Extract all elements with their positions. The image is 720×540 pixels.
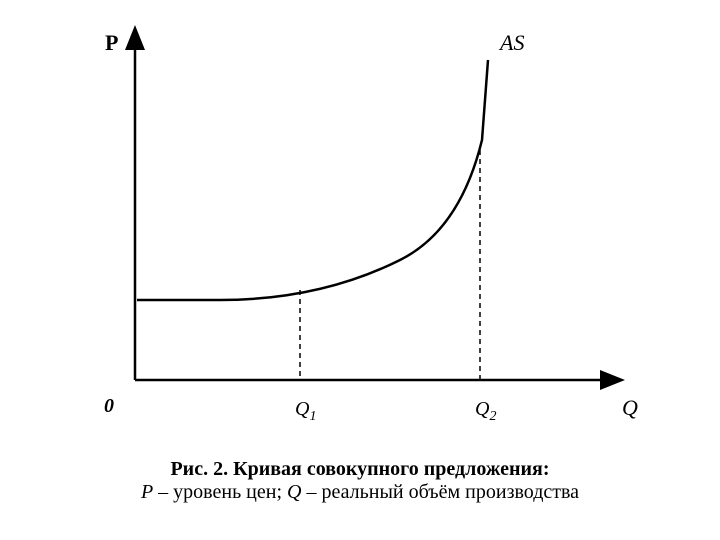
chart-area: P AS 0 Q1 Q2 Q [0,0,720,450]
caption-block: Рис. 2. Кривая совокупного предложения: … [0,458,720,504]
chart-container: P AS 0 Q1 Q2 Q Рис. 2. Кривая совокупног… [0,0,720,540]
curve-label: AS [498,30,524,55]
caption-q-desc: – реальный объём производства [301,481,579,503]
y-axis-label: P [105,30,118,55]
x-axis-label: Q [622,395,638,420]
caption-title: Рис. 2. Кривая совокупного предложения: [0,458,720,481]
chart-svg: P AS 0 Q1 Q2 Q [0,0,720,450]
q1-label: Q1 [295,398,316,424]
q2-label: Q2 [475,398,496,424]
caption-q-var: Q [287,481,301,503]
as-curve [137,60,488,300]
caption-description: P – уровень цен; Q – реальный объём прои… [0,481,720,504]
caption-p-desc: – уровень цен; [153,481,287,503]
caption-p-var: P [141,481,153,503]
origin-label: 0 [104,395,114,417]
